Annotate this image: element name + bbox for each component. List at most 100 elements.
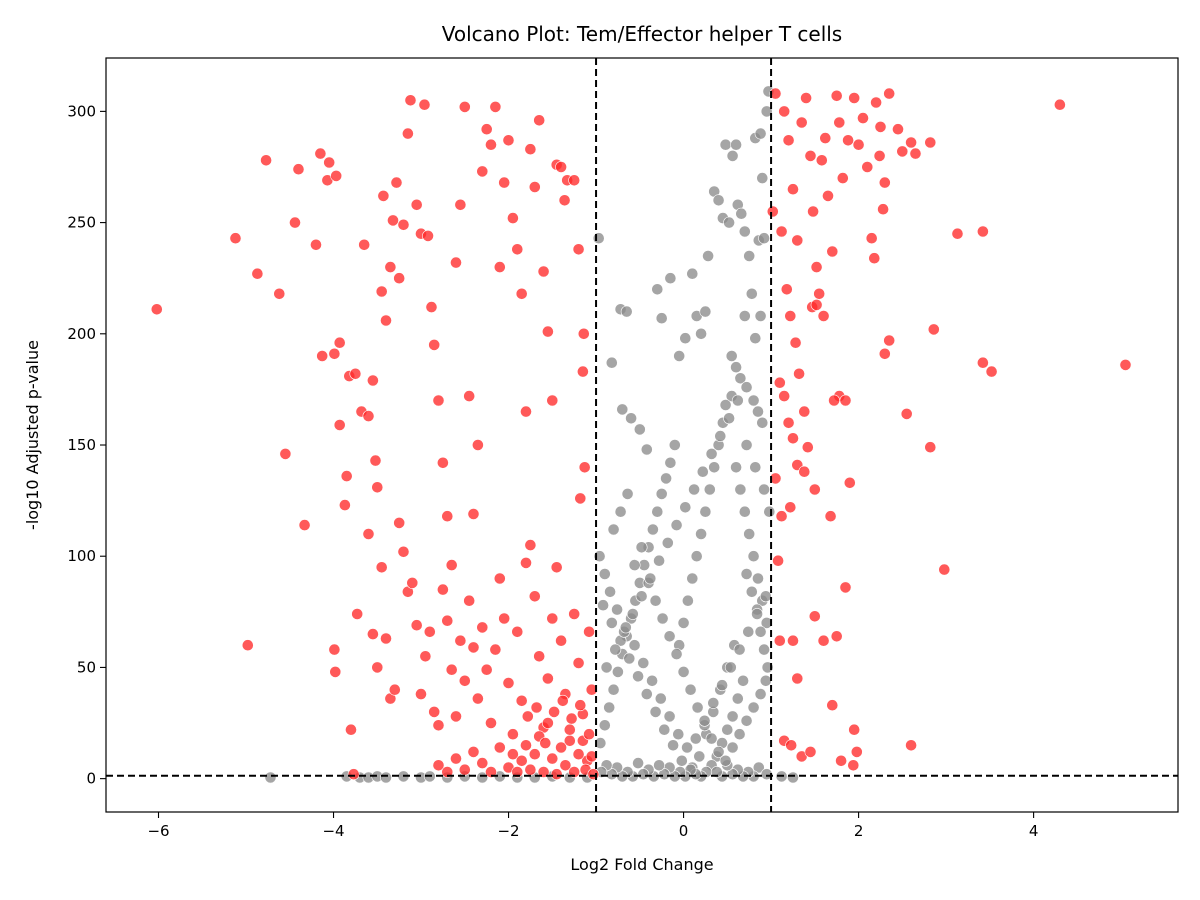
- significant-point: [878, 347, 891, 360]
- significant-point: [333, 419, 346, 431]
- y-tick-label: 150: [67, 436, 96, 454]
- significant-point: [493, 261, 506, 273]
- significant-point: [410, 198, 423, 211]
- not_significant-point: [758, 232, 770, 245]
- not_significant-point: [673, 350, 686, 362]
- significant-point: [546, 752, 559, 765]
- not_significant-point: [628, 559, 641, 571]
- significant-point: [371, 661, 384, 674]
- not_significant-point: [726, 741, 739, 754]
- significant-point: [340, 470, 353, 482]
- significant-point: [502, 677, 515, 689]
- not_significant-point: [691, 701, 704, 714]
- significant-point: [585, 750, 598, 763]
- not_significant-point: [760, 617, 773, 629]
- significant-point: [791, 672, 804, 685]
- significant-point: [393, 272, 406, 285]
- significant-point: [577, 365, 589, 378]
- not_significant-point: [677, 666, 690, 678]
- y-axis-ticks: 0 50 100 150 200 250 300: [67, 102, 106, 788]
- significant-point: [563, 723, 576, 736]
- not_significant-point: [742, 625, 755, 638]
- significant-point: [489, 643, 502, 656]
- points-layer: [150, 85, 1132, 784]
- x-axis-ticks: −6 −4 −2 0 2 4: [147, 812, 1038, 840]
- not_significant-point: [677, 617, 690, 629]
- not_significant-point: [605, 617, 618, 629]
- significant-point: [977, 225, 989, 238]
- significant-point: [422, 229, 434, 242]
- not_significant-point: [719, 399, 732, 411]
- significant-point: [347, 768, 360, 781]
- not_significant-point: [592, 232, 605, 245]
- significant-point: [842, 134, 854, 147]
- not_significant-point: [649, 594, 662, 607]
- significant-point: [565, 712, 578, 725]
- not_significant-point: [705, 447, 718, 460]
- significant-point: [843, 476, 856, 489]
- significant-point: [819, 132, 832, 144]
- significant-point: [865, 232, 878, 245]
- significant-point: [502, 134, 515, 147]
- significant-point: [804, 746, 817, 758]
- significant-point: [480, 123, 493, 136]
- significant-point: [458, 101, 471, 113]
- not_significant-point: [670, 648, 683, 660]
- significant-point: [476, 621, 489, 634]
- significant-point: [924, 136, 937, 149]
- x-tick-label: −6: [147, 822, 169, 840]
- significant-point: [314, 147, 327, 160]
- not_significant-point: [730, 461, 742, 474]
- significant-point: [868, 252, 881, 265]
- significant-point: [558, 194, 571, 207]
- not_significant-point: [654, 692, 667, 705]
- y-tick-label: 250: [67, 214, 96, 232]
- significant-point: [815, 154, 828, 167]
- not_significant-point: [759, 674, 772, 687]
- not_significant-point: [660, 472, 672, 485]
- not_significant-point: [787, 771, 799, 784]
- not_significant-point: [667, 739, 679, 752]
- not_significant-point: [745, 585, 758, 598]
- significant-point: [371, 481, 384, 494]
- significant-point: [924, 441, 937, 454]
- significant-point: [927, 323, 940, 336]
- not_significant-point: [760, 768, 773, 781]
- not_significant-point: [747, 550, 760, 563]
- significant-point: [850, 746, 863, 758]
- significant-point: [489, 101, 502, 113]
- not_significant-point: [651, 505, 664, 518]
- significant-point: [419, 650, 432, 663]
- significant-point: [520, 557, 532, 569]
- not_significant-point: [264, 771, 277, 784]
- not_significant-point: [738, 310, 751, 322]
- not_significant-point: [663, 630, 676, 643]
- significant-point: [390, 176, 403, 189]
- not_significant-point: [380, 771, 392, 784]
- not_significant-point: [603, 701, 616, 714]
- significant-point: [362, 410, 375, 422]
- not_significant-point: [712, 194, 725, 207]
- significant-point: [432, 719, 445, 732]
- significant-point: [450, 256, 462, 269]
- not_significant-point: [609, 643, 622, 656]
- significant-point: [878, 176, 891, 189]
- x-tick-label: −2: [497, 822, 519, 840]
- not_significant-point: [712, 746, 725, 758]
- significant-point: [384, 261, 397, 273]
- significant-point: [397, 218, 410, 231]
- significant-point: [775, 510, 788, 523]
- significant-point: [813, 287, 826, 300]
- not_significant-point: [735, 207, 748, 220]
- significant-point: [1119, 358, 1132, 371]
- not_significant-point: [653, 759, 665, 772]
- significant-point: [377, 189, 390, 202]
- significant-point: [550, 768, 563, 781]
- significant-point: [454, 634, 467, 647]
- significant-point: [521, 710, 534, 723]
- not_significant-point: [738, 225, 751, 238]
- significant-point: [909, 147, 922, 160]
- significant-point: [515, 694, 528, 707]
- significant-point: [784, 501, 797, 514]
